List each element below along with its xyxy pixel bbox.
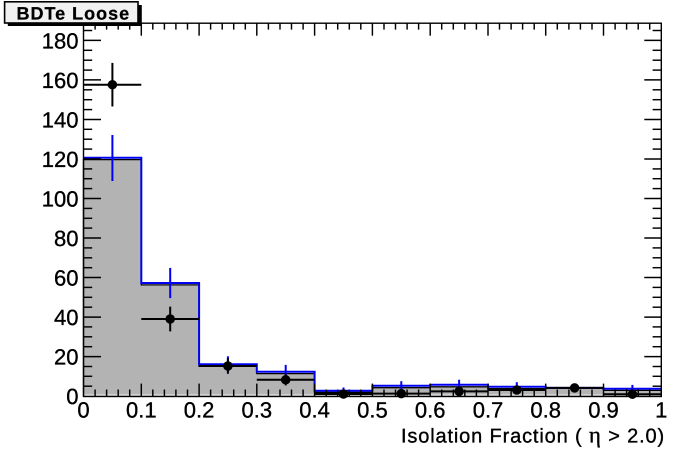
svg-text:160: 160 — [42, 68, 79, 93]
svg-text:0.3: 0.3 — [242, 397, 273, 422]
svg-text:0.4: 0.4 — [299, 397, 330, 422]
svg-text:60: 60 — [54, 265, 78, 290]
svg-text:40: 40 — [54, 305, 78, 330]
svg-text:1: 1 — [655, 397, 667, 422]
svg-text:0: 0 — [66, 384, 78, 409]
svg-text:100: 100 — [42, 186, 79, 211]
svg-text:0.9: 0.9 — [588, 397, 619, 422]
svg-text:BDTe Loose: BDTe Loose — [17, 4, 131, 24]
svg-text:140: 140 — [42, 107, 79, 132]
svg-text:0.8: 0.8 — [530, 397, 561, 422]
svg-text:20: 20 — [54, 345, 78, 370]
svg-text:0.7: 0.7 — [473, 397, 504, 422]
svg-text:120: 120 — [42, 147, 79, 172]
svg-text:0.6: 0.6 — [415, 397, 446, 422]
svg-text:0.2: 0.2 — [184, 397, 215, 422]
svg-text:80: 80 — [54, 226, 78, 251]
svg-text:0: 0 — [77, 397, 89, 422]
svg-text:0.5: 0.5 — [357, 397, 388, 422]
svg-text:0.1: 0.1 — [126, 397, 157, 422]
svg-text:180: 180 — [42, 28, 79, 53]
svg-text:Isolation Fraction ( η > 2.0): Isolation Fraction ( η > 2.0) — [401, 423, 665, 448]
